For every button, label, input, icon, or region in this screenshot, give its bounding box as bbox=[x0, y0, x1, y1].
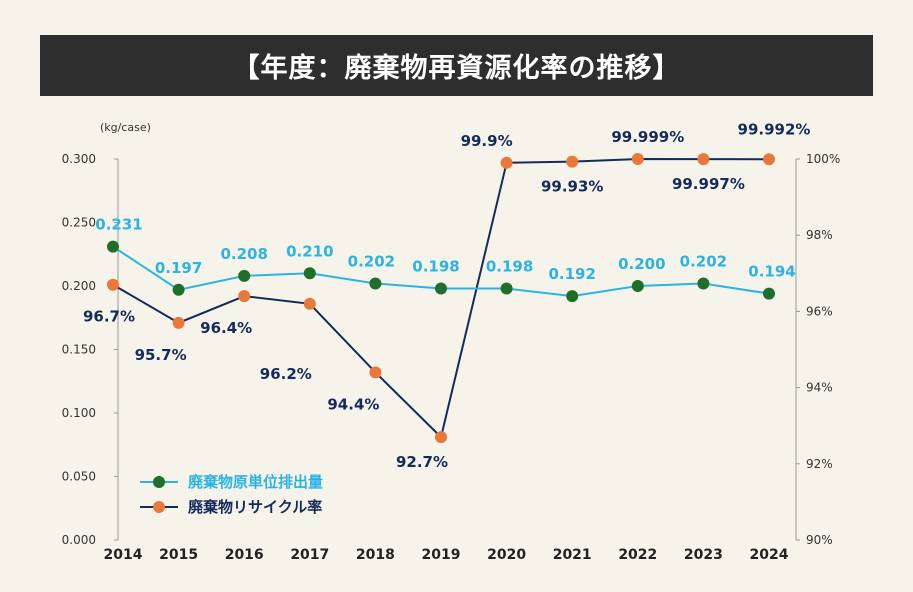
x-tick-label: 2018 bbox=[356, 547, 395, 563]
data-label-waste-intensity: 0.192 bbox=[548, 265, 595, 283]
data-point-waste-intensity bbox=[435, 282, 447, 295]
left-axis-unit: (kg/case) bbox=[100, 121, 151, 134]
x-tick-label: 2016 bbox=[225, 547, 264, 563]
right-tick-label: 96% bbox=[806, 304, 833, 318]
data-label-recycling-rate: 96.4% bbox=[200, 319, 252, 337]
right-tick-label: 92% bbox=[806, 457, 833, 471]
data-point-recycling-rate bbox=[697, 153, 710, 166]
data-label-recycling-rate: 94.4% bbox=[327, 395, 379, 413]
x-tick-label: 2022 bbox=[618, 547, 657, 563]
x-tick-label: 2021 bbox=[553, 547, 592, 563]
left-tick-label: 0.200 bbox=[62, 279, 96, 293]
data-label-recycling-rate: 99.992% bbox=[738, 120, 811, 138]
data-point-waste-intensity bbox=[107, 240, 119, 253]
x-tick-label: 2019 bbox=[422, 547, 461, 563]
data-point-waste-intensity bbox=[369, 277, 382, 290]
x-tick-label: 2024 bbox=[750, 547, 789, 563]
data-label-waste-intensity: 0.202 bbox=[680, 252, 727, 270]
left-tick-label: 0.050 bbox=[62, 470, 96, 484]
data-point-waste-intensity bbox=[631, 280, 644, 292]
data-point-waste-intensity bbox=[238, 269, 251, 282]
data-point-recycling-rate bbox=[763, 153, 775, 166]
data-point-waste-intensity bbox=[500, 282, 513, 295]
chart-title: 【年度：廃棄物再資源化率の推移】 bbox=[40, 35, 873, 96]
data-point-recycling-rate bbox=[303, 297, 316, 310]
data-label-waste-intensity: 0.210 bbox=[286, 242, 333, 260]
data-point-recycling-rate bbox=[369, 366, 382, 379]
legend-label-recycling-rate: 廃棄物リサイクル率 bbox=[188, 498, 322, 516]
left-tick-label: 0.000 bbox=[62, 533, 96, 547]
data-label-waste-intensity: 0.198 bbox=[486, 258, 533, 276]
data-point-waste-intensity bbox=[172, 283, 185, 296]
legend-marker-recycling-rate bbox=[153, 501, 165, 513]
data-point-recycling-rate bbox=[435, 431, 447, 444]
data-point-recycling-rate bbox=[172, 316, 185, 329]
left-tick-label: 0.100 bbox=[62, 406, 96, 420]
data-label-waste-intensity: 0.194 bbox=[748, 263, 795, 281]
data-label-recycling-rate: 99.999% bbox=[611, 128, 684, 146]
left-tick-label: 0.150 bbox=[62, 343, 96, 357]
x-tick-label: 2023 bbox=[684, 547, 723, 563]
data-label-waste-intensity: 0.200 bbox=[618, 255, 665, 273]
data-label-recycling-rate: 95.7% bbox=[135, 346, 187, 364]
data-point-waste-intensity bbox=[303, 267, 316, 280]
data-label-waste-intensity: 0.202 bbox=[348, 252, 395, 270]
data-point-recycling-rate bbox=[500, 156, 513, 169]
series-line-recycling-rate bbox=[112, 158, 770, 440]
data-label-waste-intensity: 0.208 bbox=[220, 245, 267, 263]
data-point-recycling-rate bbox=[631, 153, 644, 166]
data-label-recycling-rate: 99.997% bbox=[672, 175, 745, 193]
data-label-waste-intensity: 0.197 bbox=[155, 259, 202, 277]
x-tick-label: 2017 bbox=[290, 547, 329, 563]
data-point-waste-intensity bbox=[697, 277, 710, 290]
right-tick-label: 94% bbox=[806, 381, 833, 395]
legend-label-waste-intensity: 廃棄物原単位排出量 bbox=[188, 473, 323, 491]
data-label-waste-intensity: 0.231 bbox=[95, 216, 142, 234]
data-label-recycling-rate: 92.7% bbox=[396, 453, 448, 471]
data-label-recycling-rate: 99.9% bbox=[461, 132, 513, 150]
left-tick-label: 0.250 bbox=[62, 216, 96, 230]
legend-marker-waste-intensity bbox=[153, 476, 165, 488]
x-tick-label: 2020 bbox=[487, 547, 526, 563]
right-tick-label: 98% bbox=[806, 228, 833, 242]
left-tick-label: 0.300 bbox=[62, 152, 96, 166]
x-tick-label: 2014 bbox=[104, 547, 143, 563]
data-label-recycling-rate: 96.7% bbox=[83, 308, 135, 326]
right-tick-label: 90% bbox=[806, 533, 833, 547]
x-tick-label: 2015 bbox=[159, 547, 198, 563]
data-point-waste-intensity bbox=[763, 287, 775, 300]
right-tick-label: 100% bbox=[806, 152, 840, 166]
data-point-recycling-rate bbox=[238, 290, 251, 303]
data-label-recycling-rate: 96.2% bbox=[260, 365, 312, 383]
data-point-recycling-rate bbox=[107, 278, 119, 291]
data-point-recycling-rate bbox=[566, 155, 579, 168]
data-label-recycling-rate: 99.93% bbox=[541, 178, 603, 196]
data-label-waste-intensity: 0.198 bbox=[412, 258, 459, 276]
data-point-waste-intensity bbox=[566, 290, 579, 303]
